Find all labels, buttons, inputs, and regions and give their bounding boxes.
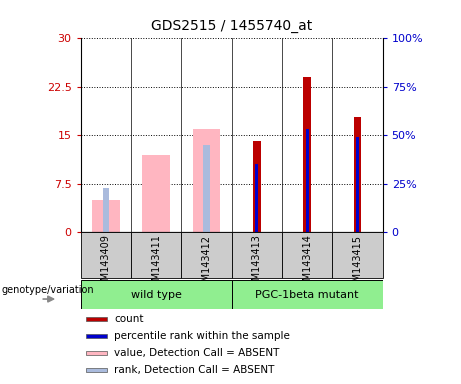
Bar	[332, 232, 383, 278]
Text: count: count	[114, 314, 143, 324]
Bar	[103, 189, 109, 232]
Bar	[92, 200, 120, 232]
Text: value, Detection Call = ABSENT: value, Detection Call = ABSENT	[114, 348, 279, 358]
Bar	[86, 368, 107, 372]
Bar	[231, 280, 383, 309]
Text: GSM143412: GSM143412	[201, 235, 212, 294]
Text: PGC-1beta mutant: PGC-1beta mutant	[255, 290, 359, 300]
Bar	[131, 232, 181, 278]
Text: GSM143413: GSM143413	[252, 235, 262, 293]
Bar	[282, 232, 332, 278]
Text: rank, Detection Call = ABSENT: rank, Detection Call = ABSENT	[114, 365, 274, 375]
Bar	[255, 164, 258, 232]
Text: GSM143409: GSM143409	[101, 235, 111, 293]
Text: GSM143411: GSM143411	[151, 235, 161, 293]
Bar	[81, 280, 231, 309]
Text: percentile rank within the sample: percentile rank within the sample	[114, 331, 290, 341]
Bar	[193, 129, 220, 232]
Bar	[253, 141, 260, 232]
Text: genotype/variation: genotype/variation	[1, 285, 94, 295]
Bar	[181, 232, 231, 278]
Title: GDS2515 / 1455740_at: GDS2515 / 1455740_at	[151, 19, 312, 33]
Text: GSM143415: GSM143415	[353, 235, 362, 294]
Bar	[203, 145, 209, 232]
Bar	[303, 77, 311, 232]
Bar	[81, 232, 131, 278]
Bar	[86, 351, 107, 355]
Bar	[142, 155, 170, 232]
Bar	[86, 334, 107, 338]
Text: GSM143414: GSM143414	[302, 235, 312, 293]
Bar	[86, 317, 107, 321]
Text: wild type: wild type	[131, 290, 182, 300]
Bar	[354, 117, 361, 232]
Bar	[231, 232, 282, 278]
Bar	[306, 129, 309, 232]
Bar	[356, 137, 359, 232]
